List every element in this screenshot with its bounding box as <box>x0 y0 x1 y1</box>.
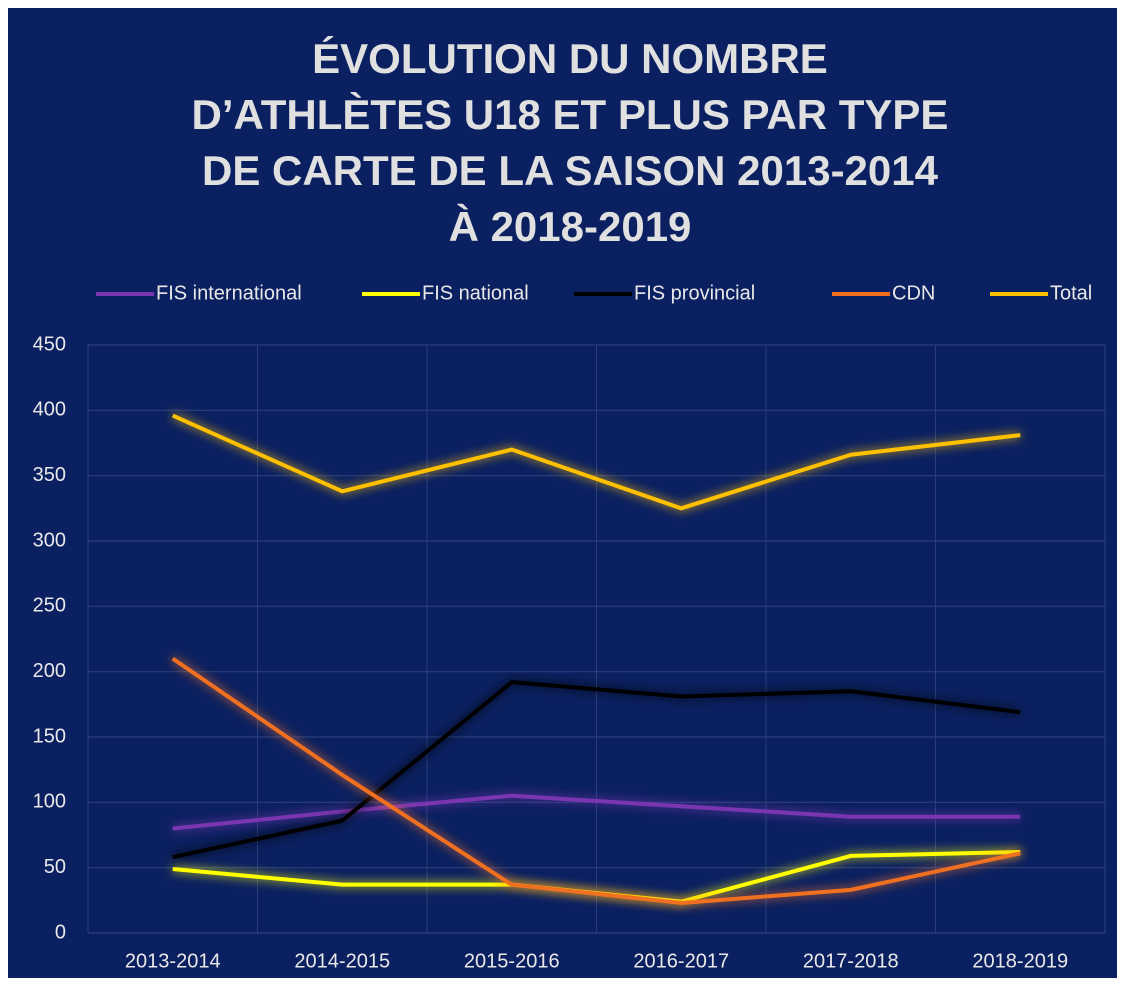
y-tick-label: 200 <box>33 660 66 682</box>
x-tick-label: 2017-2018 <box>803 950 899 972</box>
y-tick-label: 50 <box>44 856 66 878</box>
legend-label: FIS international <box>156 282 302 304</box>
chart-title: ÉVOLUTION DU NOMBRE <box>312 35 828 82</box>
series-line <box>171 413 1021 511</box>
chart-title: À 2018-2019 <box>449 203 692 250</box>
y-tick-label: 300 <box>33 529 66 551</box>
series-line <box>172 680 1021 860</box>
legend-label: FIS national <box>422 282 529 304</box>
legend-label: Total <box>1050 282 1092 304</box>
y-tick-label: 350 <box>33 464 66 486</box>
chart-title: D’ATHLÈTES U18 ET PLUS PAR TYPE <box>192 91 949 138</box>
series-line <box>171 656 1021 905</box>
y-tick-label: 450 <box>33 333 66 355</box>
x-tick-label: 2014-2015 <box>294 950 390 972</box>
y-tick-label: 250 <box>33 595 66 617</box>
chart-title: DE CARTE DE LA SAISON 2013-2014 <box>202 147 939 194</box>
series-line <box>172 793 1021 831</box>
x-tick-label: 2013-2014 <box>125 950 221 972</box>
y-tick-label: 0 <box>55 921 66 943</box>
y-tick-label: 150 <box>33 725 66 747</box>
y-tick-label: 100 <box>33 791 66 813</box>
legend-label: CDN <box>892 282 935 304</box>
x-tick-label: 2015-2016 <box>464 950 560 972</box>
y-tick-label: 400 <box>33 399 66 421</box>
legend-label: FIS provincial <box>634 282 755 304</box>
x-tick-label: 2016-2017 <box>633 950 729 972</box>
x-tick-label: 2018-2019 <box>972 950 1068 972</box>
